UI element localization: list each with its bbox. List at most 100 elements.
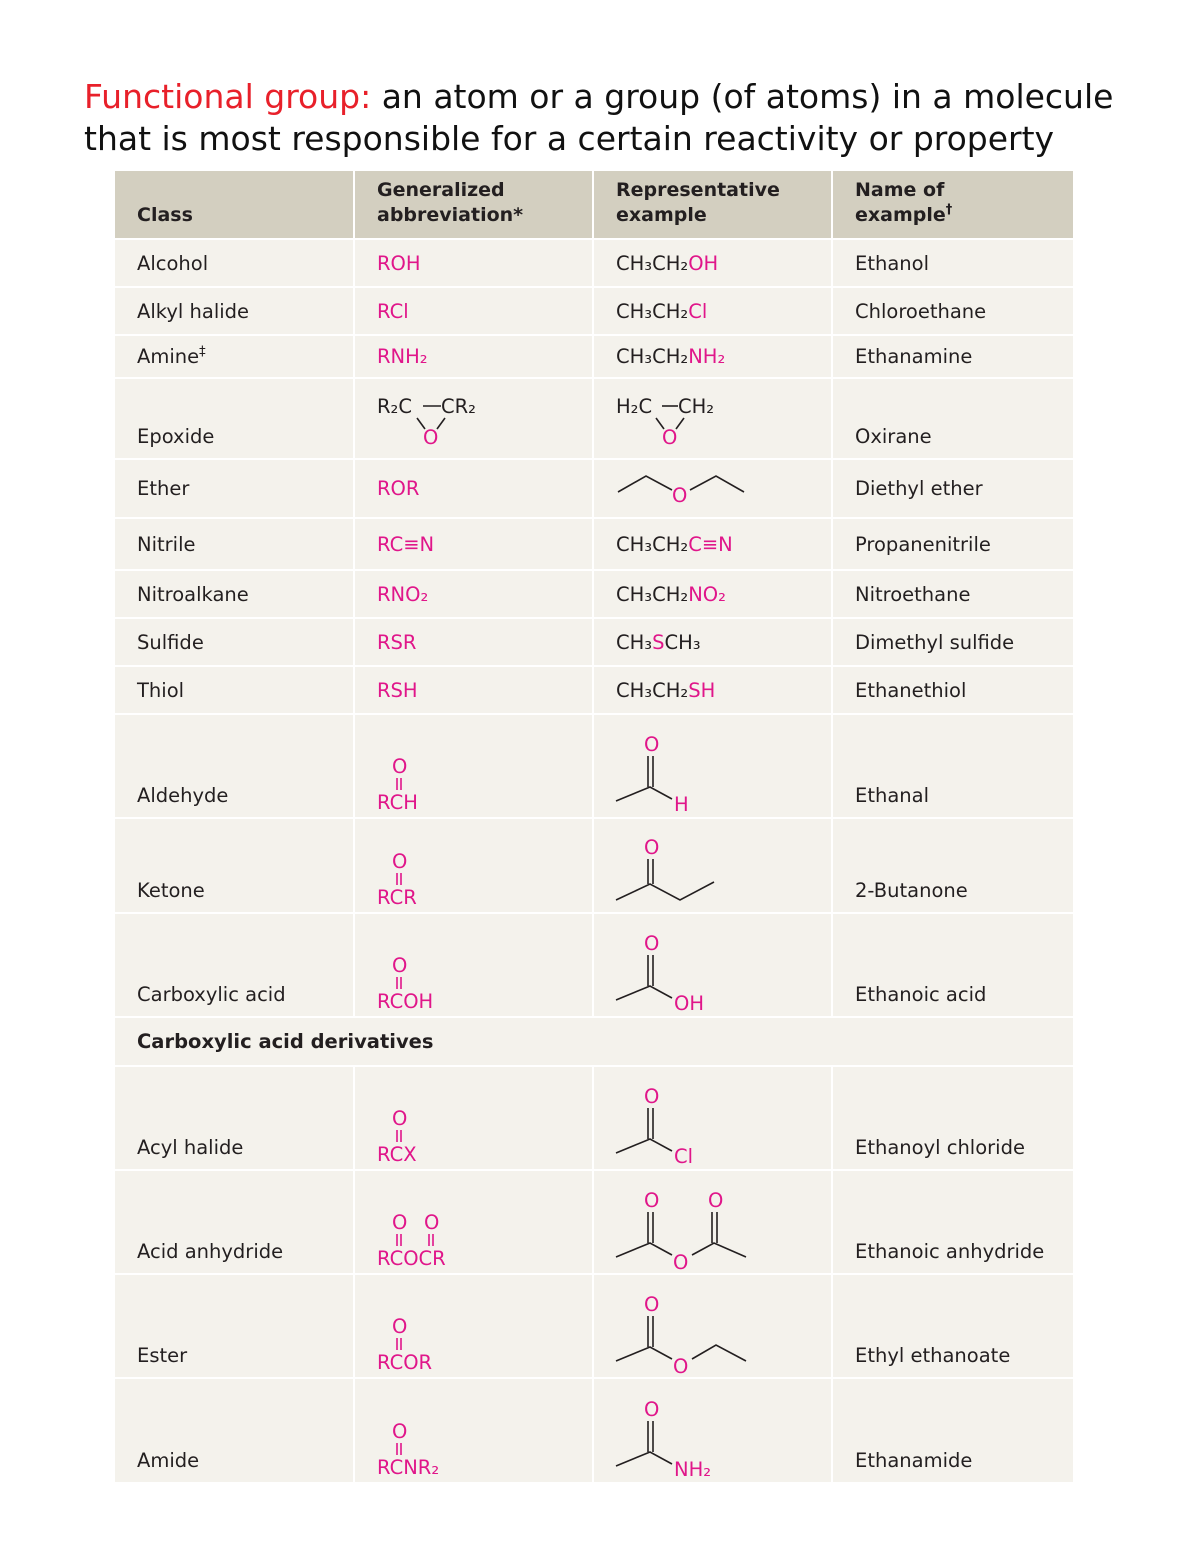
class-thiol: Thiol bbox=[137, 678, 185, 702]
aldehyde-abbr: RCH bbox=[377, 791, 418, 814]
name-nitroalkane: Nitroethane bbox=[855, 582, 971, 606]
table-row: Alcohol ROH CH₃CH₂OH Ethanol bbox=[115, 238, 1073, 287]
table-header-row: Class Generalized abbreviation* Represen… bbox=[115, 171, 1073, 239]
example-thiol-chain: CH₃CH₂ bbox=[616, 678, 689, 702]
epoxide-ex-left: H₂C bbox=[616, 395, 652, 418]
epoxide-ex-right: CH₂ bbox=[678, 395, 714, 418]
aldehyde-ex-oxygen: O bbox=[644, 733, 659, 756]
table-row: Nitrile RC≡N CH₃CH₂C≡N Propanenitrile bbox=[115, 517, 1073, 570]
section-carboxylic-acid-derivatives: Carboxylic acid derivatives bbox=[137, 1030, 434, 1053]
aldehyde-example-structure: O H bbox=[615, 733, 689, 816]
example-alcohol-chain: CH₃CH₂ bbox=[616, 251, 689, 275]
epoxide-ex-oxygen: O bbox=[662, 426, 677, 449]
abbr-alkyl-halide: RCl bbox=[377, 299, 409, 323]
example-nitroalkane-chain: CH₃CH₂ bbox=[616, 582, 689, 606]
name-thiol: Ethanethiol bbox=[855, 678, 967, 702]
example-nitrile: CH₃CH₂C≡N bbox=[616, 533, 733, 556]
class-amine-mark: ‡ bbox=[199, 344, 206, 360]
class-ether: Ether bbox=[137, 477, 190, 500]
acid-anhydride-abbr-oxygen-2: O bbox=[424, 1211, 439, 1234]
table-row: Carboxylic acid O RCOH O OH Ethanoic aci… bbox=[115, 912, 1073, 1017]
ketone-abbreviation-structure: O RCR bbox=[377, 850, 417, 909]
carboxylic-acid-ex-oxygen: O bbox=[644, 932, 659, 955]
acid-anhydride-abbr-oxygen-1: O bbox=[392, 1211, 407, 1234]
example-alcohol: CH₃CH₂OH bbox=[616, 252, 718, 275]
table-row: Nitroalkane RNO₂ CH₃CH₂NO₂ Nitroethane bbox=[115, 569, 1073, 618]
acyl-halide-ex-oxygen: O bbox=[644, 1085, 659, 1108]
ester-ex-ether-oxygen: O bbox=[673, 1355, 688, 1378]
carboxylic-acid-abbr-oxygen: O bbox=[392, 954, 407, 977]
abbr-ether: ROR bbox=[377, 477, 420, 500]
example-amine-chain: CH₃CH₂ bbox=[616, 345, 689, 368]
section-row: Carboxylic acid derivatives bbox=[115, 1016, 1073, 1066]
abbr-nitroalkane: RNO₂ bbox=[377, 582, 429, 606]
name-ester: Ethyl ethanoate bbox=[855, 1344, 1011, 1367]
header-abbreviation-text: Generalized abbreviation* bbox=[377, 179, 524, 226]
abbr-alcohol: ROH bbox=[377, 251, 421, 275]
abbr-sulfide: RSR bbox=[377, 630, 417, 654]
carboxylic-acid-abbreviation-structure: O RCOH bbox=[377, 954, 433, 1013]
ester-ex-carbonyl-oxygen: O bbox=[644, 1293, 659, 1316]
heading-term: Functional group: bbox=[84, 77, 372, 116]
class-sulfide: Sulfide bbox=[137, 630, 204, 654]
ester-abbr: RCOR bbox=[377, 1351, 432, 1374]
ketone-ex-oxygen: O bbox=[644, 836, 659, 859]
table-row: Amide O RCNR₂ O NH₂ Ethanamide bbox=[115, 1377, 1073, 1482]
ester-example-structure: O O bbox=[615, 1293, 747, 1378]
name-ketone: 2-Butanone bbox=[855, 879, 968, 902]
header-abbreviation: Generalized abbreviation* bbox=[354, 171, 594, 239]
name-nitrile: Propanenitrile bbox=[855, 532, 991, 556]
header-example: Representative example bbox=[593, 171, 833, 239]
acid-anhydride-ex-oxygen-2: O bbox=[708, 1189, 723, 1212]
page-heading: Functional group: an atom or a group (of… bbox=[84, 76, 1124, 160]
acyl-halide-abbreviation-structure: O RCX bbox=[377, 1107, 417, 1166]
amide-abbr: RCNR₂ bbox=[377, 1456, 439, 1479]
table-row: Alkyl halide RCl CH₃CH₂Cl Chloroethane bbox=[115, 286, 1073, 335]
header-example-text: Representative example bbox=[616, 179, 780, 226]
ether-example-structure: O bbox=[617, 474, 745, 507]
class-nitrile: Nitrile bbox=[137, 532, 196, 556]
ketone-example-structure: O bbox=[615, 836, 715, 901]
table-row: Thiol RSH CH₃CH₂SH Ethanethiol bbox=[115, 665, 1073, 714]
example-nitroalkane-group: NO₂ bbox=[688, 582, 726, 606]
class-amine-label: Amine bbox=[137, 345, 200, 368]
carboxylic-acid-abbr: RCOH bbox=[377, 990, 433, 1013]
abbr-amine: RNH₂ bbox=[377, 345, 428, 368]
name-sulfide: Dimethyl sulfide bbox=[855, 630, 1015, 654]
example-nitrile-group: C≡N bbox=[688, 532, 733, 556]
name-amine: Ethanamine bbox=[855, 345, 973, 368]
aldehyde-ex-h: H bbox=[674, 793, 689, 816]
carboxylic-acid-ex-oh: OH bbox=[674, 992, 704, 1015]
amide-abbreviation-structure: O RCNR₂ bbox=[377, 1420, 439, 1479]
example-amine-group: NH₂ bbox=[688, 345, 726, 368]
table-row: Ester O RCOR O O Ethyl ethanoate bbox=[115, 1273, 1073, 1378]
ester-abbr-oxygen: O bbox=[392, 1315, 407, 1338]
ketone-abbr: RCR bbox=[377, 886, 417, 909]
example-sulfide: CH₃SCH₃ bbox=[616, 631, 701, 654]
acyl-halide-abbr: RCX bbox=[377, 1143, 417, 1166]
ketone-abbr-oxygen: O bbox=[392, 850, 407, 873]
class-epoxide: Epoxide bbox=[137, 425, 215, 448]
class-ester: Ester bbox=[137, 1344, 188, 1367]
acyl-halide-abbr-oxygen: O bbox=[392, 1107, 407, 1130]
table-row: Ketone O RCR O 2-Butanone bbox=[115, 817, 1073, 913]
name-amide: Ethanamide bbox=[855, 1449, 973, 1472]
acyl-halide-ex-cl: Cl bbox=[674, 1145, 693, 1168]
name-ether: Diethyl ether bbox=[855, 477, 983, 500]
header-name: Name of example† bbox=[832, 171, 1073, 239]
ether-ex-oxygen: O bbox=[672, 484, 687, 507]
example-alkyl-halide-group: Cl bbox=[688, 299, 708, 323]
table-row: Epoxide R₂C CR₂ O H₂C CH₂ O bbox=[115, 377, 1073, 459]
name-carboxylic-acid: Ethanoic acid bbox=[855, 983, 987, 1006]
acyl-halide-example-structure: O Cl bbox=[615, 1085, 693, 1168]
name-acid-anhydride: Ethanoic anhydride bbox=[855, 1240, 1045, 1263]
table-row: Acyl halide O RCX O Cl Ethanoyl chloride bbox=[115, 1065, 1073, 1170]
example-sulfide-methyl-2: CH₃ bbox=[664, 630, 701, 654]
carboxylic-acid-example-structure: O OH bbox=[615, 932, 704, 1015]
epoxide-abbreviation-structure: R₂C CR₂ O bbox=[377, 395, 476, 449]
class-ketone: Ketone bbox=[137, 879, 205, 902]
name-alkyl-halide: Chloroethane bbox=[855, 299, 987, 323]
name-alcohol: Ethanol bbox=[855, 251, 929, 275]
acid-anhydride-ex-bridge-oxygen: O bbox=[673, 1251, 688, 1274]
example-nitrile-chain: CH₃CH₂ bbox=[616, 532, 689, 556]
